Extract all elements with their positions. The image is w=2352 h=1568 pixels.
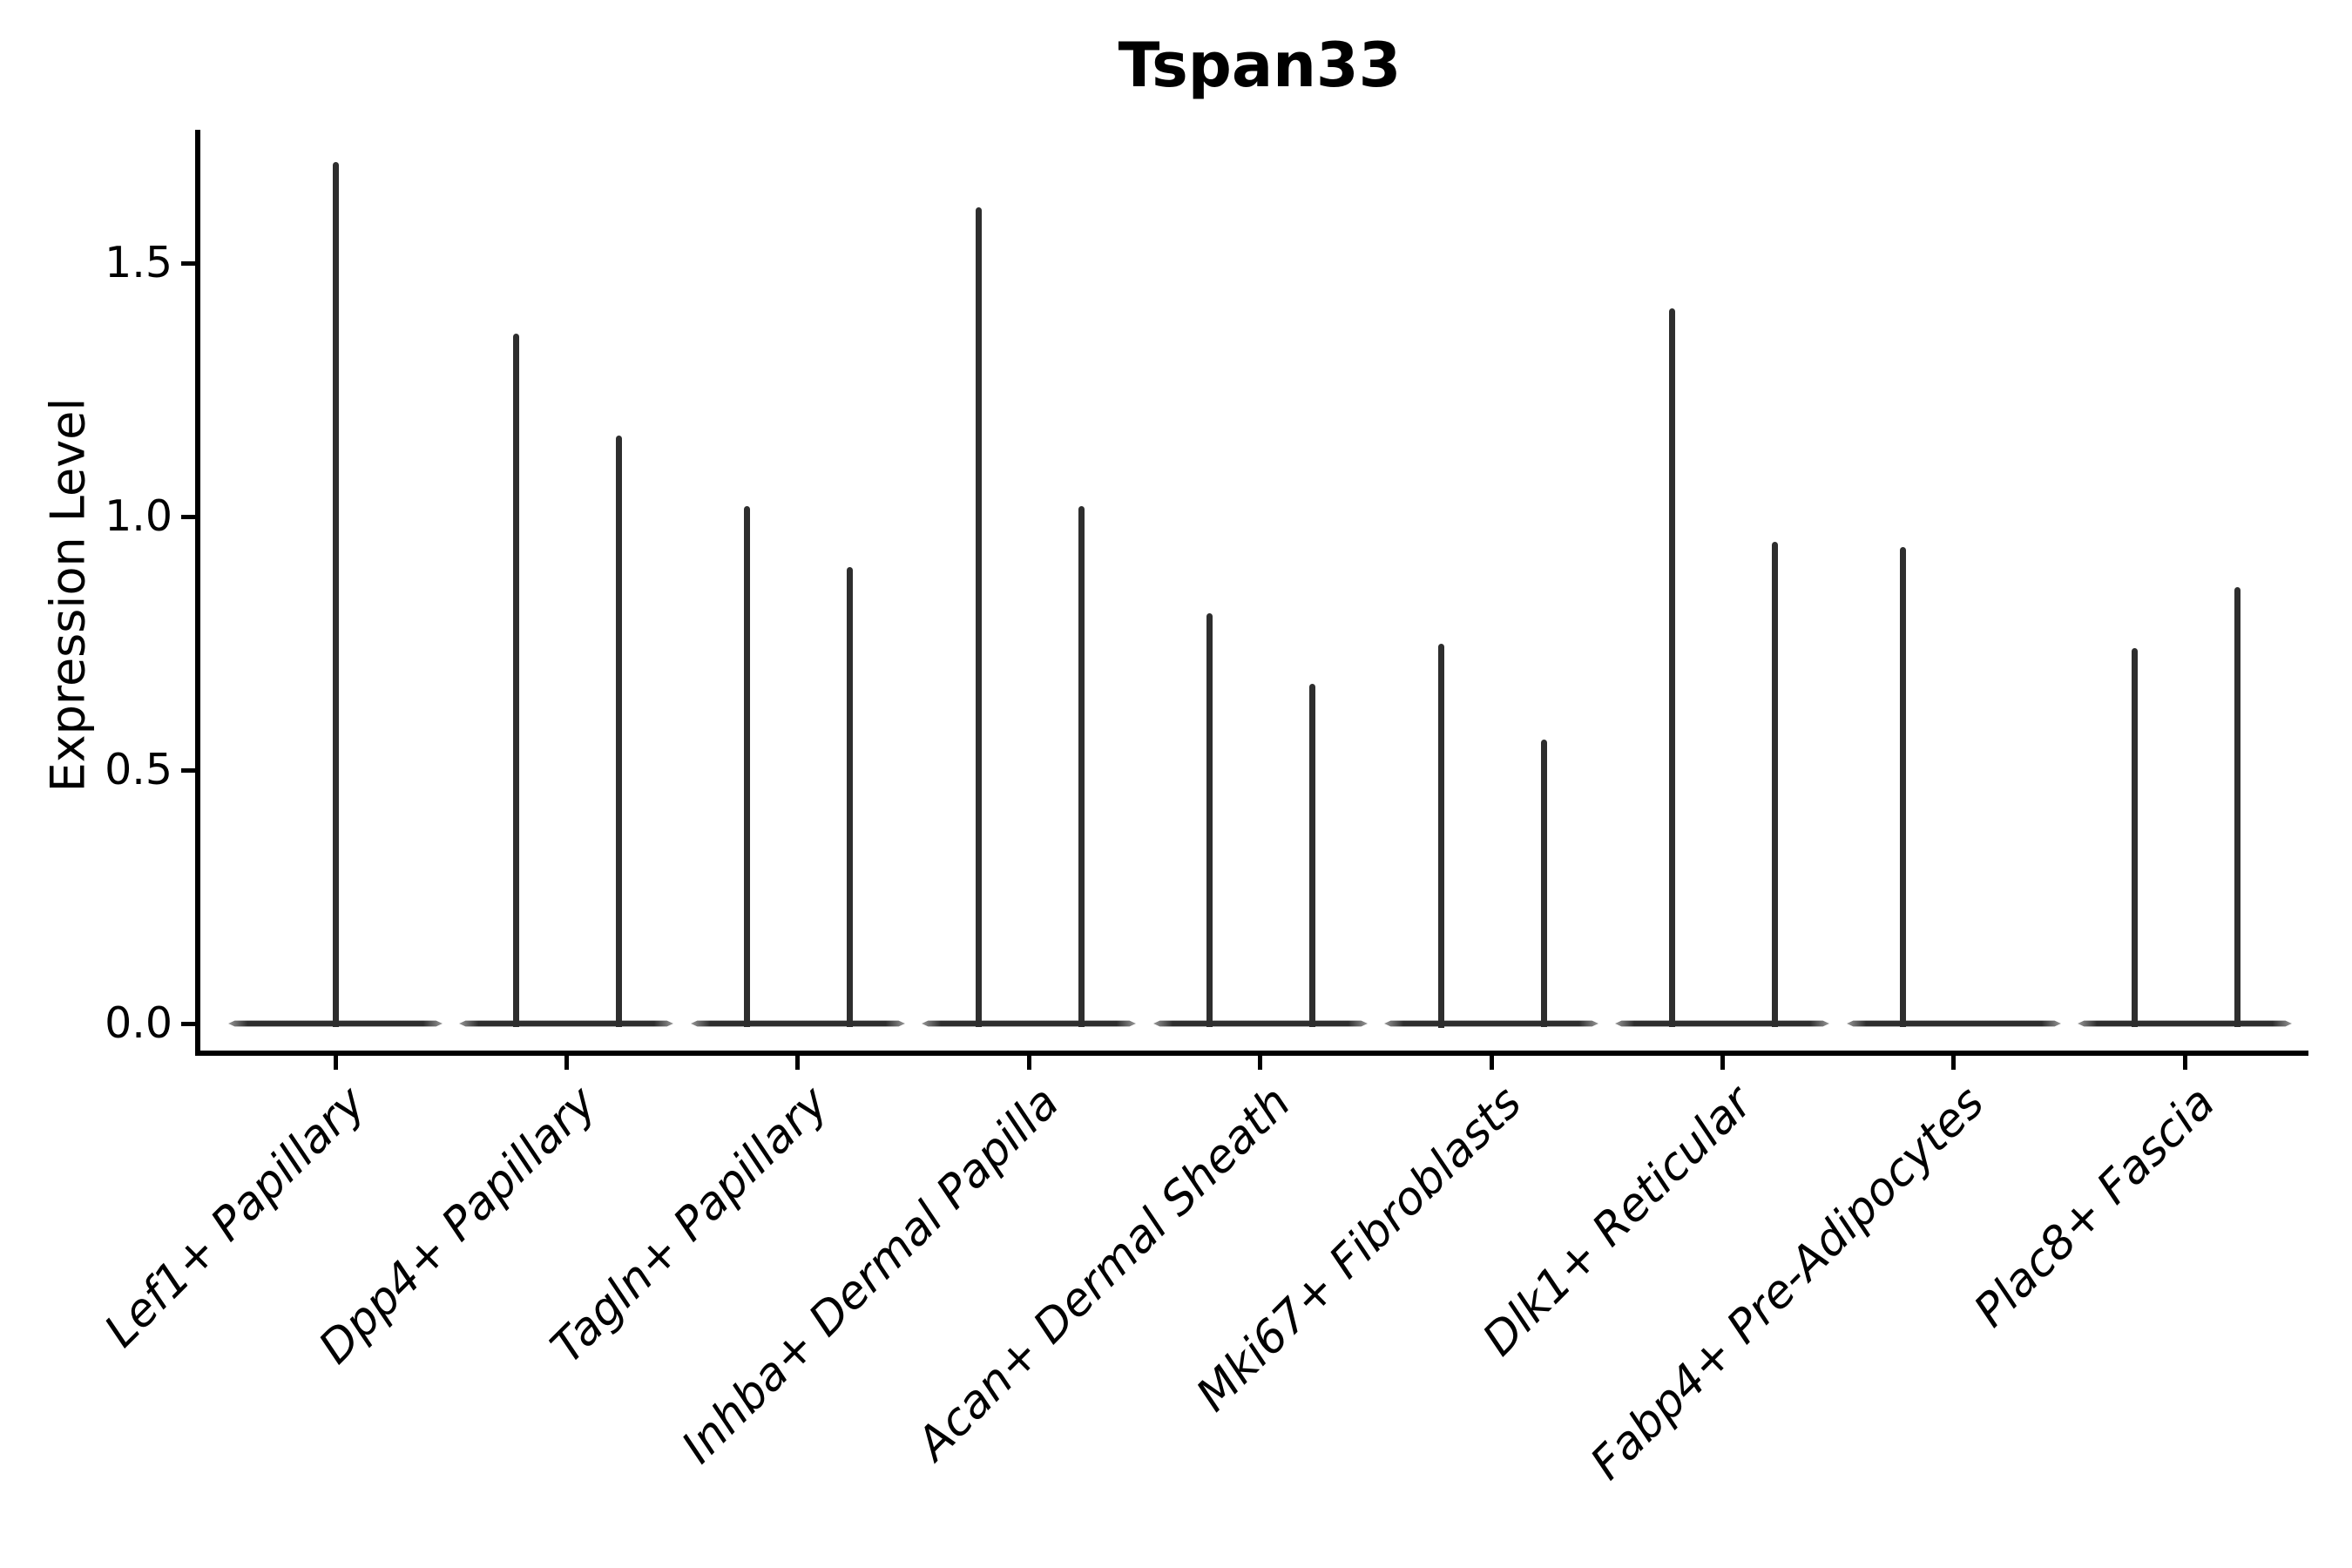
y-tick-label: 0.5 (105, 745, 172, 794)
violin-spike (2234, 587, 2240, 1027)
x-tick (1720, 1056, 1725, 1070)
violin-body (1615, 1020, 1829, 1027)
x-tick-label: Plac8+ Fascia (1964, 1076, 2226, 1338)
violin-spike (847, 567, 853, 1027)
violin-spike (333, 162, 339, 1027)
y-tick-label: 0.0 (105, 998, 172, 1048)
violin-spike (1078, 506, 1085, 1027)
violin-spike (2132, 648, 2138, 1027)
x-tick-label: Tagln+ Papillary (541, 1076, 839, 1374)
x-tick-label: Acan+ Dermal Sheath (907, 1076, 1301, 1470)
violin-spike (1772, 542, 1778, 1027)
y-tick-label: 1.0 (105, 491, 172, 541)
violin-spike (1438, 644, 1444, 1028)
violin-spike (744, 506, 750, 1027)
x-tick (1027, 1056, 1031, 1070)
x-tick (795, 1056, 800, 1070)
violin-spike (976, 207, 982, 1027)
x-tick (1490, 1056, 1494, 1070)
y-tick (181, 768, 198, 773)
x-tick-label: Fabp4+ Pre-Adipocytes (1580, 1076, 1995, 1490)
violin-body (691, 1020, 905, 1027)
x-tick-label: Dlk1+ Reticular (1472, 1076, 1763, 1367)
violin-spike (1206, 613, 1213, 1027)
x-tick (2183, 1056, 2187, 1070)
violin-body (459, 1020, 673, 1027)
violin-body (1153, 1020, 1368, 1027)
y-axis-spine (195, 130, 200, 1056)
violin-spike (1541, 740, 1547, 1027)
violin-spike (513, 334, 519, 1027)
x-axis-spine (195, 1051, 2308, 1056)
x-tick (1258, 1056, 1262, 1070)
y-tick-label: 1.5 (105, 238, 172, 287)
x-tick-label: Mki67+ Fibroblasts (1186, 1076, 1532, 1422)
chart-title: Tspan33 (1118, 30, 1402, 101)
y-tick (181, 261, 198, 266)
violin-spike (1900, 547, 1906, 1027)
x-tick-label: Dpp4+ Papillary (308, 1076, 607, 1375)
violin-spike (1669, 308, 1675, 1027)
x-tick-label: Inhba+ Dermal Papilla (672, 1076, 1070, 1474)
violin-spike (616, 436, 622, 1027)
violin-body (1384, 1020, 1598, 1027)
x-tick (1951, 1056, 1956, 1070)
y-tick (181, 1022, 198, 1026)
violin-body (2078, 1020, 2292, 1027)
x-tick (564, 1056, 569, 1070)
y-tick (181, 515, 198, 519)
violin-body (1847, 1020, 2061, 1027)
x-tick (334, 1056, 338, 1070)
violin-spike (1309, 684, 1315, 1027)
violin-body (922, 1020, 1136, 1027)
